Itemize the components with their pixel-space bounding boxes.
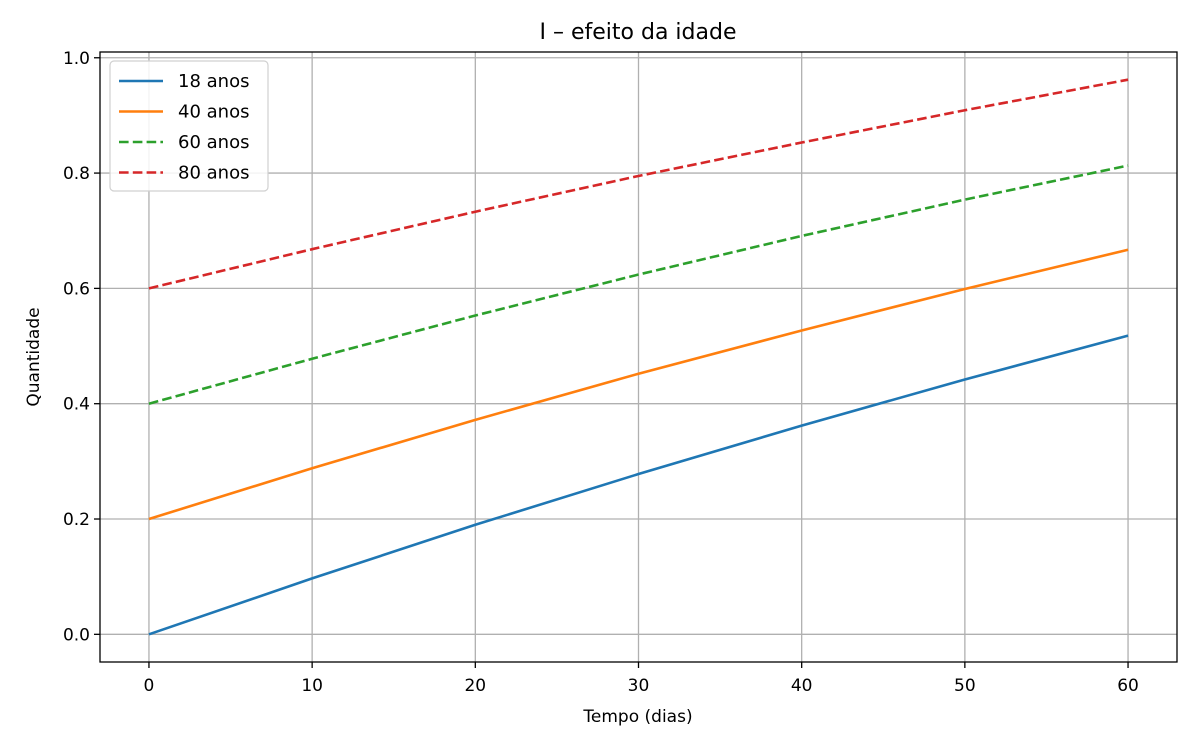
legend: 18 anos 40 anos 60 anos 80 anos xyxy=(109,60,269,192)
series-line-80-anos xyxy=(148,78,1129,290)
x-tick-label: 40 xyxy=(791,676,813,696)
x-tick-label: 10 xyxy=(301,676,323,696)
y-tick-label: 0.2 xyxy=(63,510,90,530)
x-tick-label: 30 xyxy=(628,676,650,696)
chart-title: I – efeito da idade xyxy=(540,20,737,45)
axis-ticks: 0 10 20 30 40 50 60 0.0 0.2 0.4 0.6 0.8 1.0 xyxy=(63,49,1139,696)
y-tick-label: 0.6 xyxy=(63,279,90,299)
legend-box xyxy=(109,60,269,192)
series-line-18-anos xyxy=(148,334,1129,636)
x-axis-label: Tempo (dias) xyxy=(582,707,692,727)
legend-label: 18 anos xyxy=(178,71,249,92)
series-line-60-anos xyxy=(148,164,1129,405)
legend-label: 40 anos xyxy=(178,102,249,123)
y-tick-label: 1.0 xyxy=(63,49,90,69)
x-tick-label: 0 xyxy=(144,676,155,696)
x-tick-label: 60 xyxy=(1117,676,1139,696)
legend-label: 80 anos xyxy=(178,163,249,184)
y-tick-label: 0.0 xyxy=(63,625,90,645)
series-line-40-anos xyxy=(148,248,1129,521)
y-axis-label: Quantidade xyxy=(24,307,44,406)
series-group xyxy=(148,78,1129,636)
y-tick-label: 0.8 xyxy=(63,164,90,184)
x-tick-label: 50 xyxy=(954,676,976,696)
grid-lines xyxy=(100,52,1177,662)
legend-label: 60 anos xyxy=(178,132,249,153)
x-tick-label: 20 xyxy=(464,676,486,696)
y-tick-label: 0.4 xyxy=(63,395,90,415)
